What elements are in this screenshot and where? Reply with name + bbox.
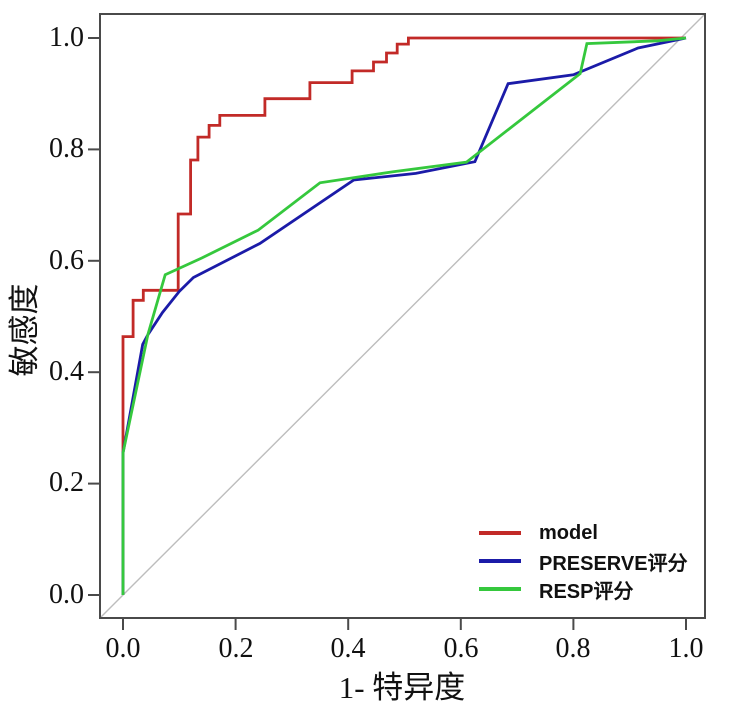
- roc-curve-preserve: [121, 36, 687, 595]
- y-tick-label-0.4: 0.4: [49, 356, 84, 387]
- y-tick-label-1.0: 1.0: [49, 22, 84, 53]
- y-tick-label-0.8: 0.8: [49, 133, 84, 164]
- plot-frame: [99, 13, 706, 619]
- x-axis-title: 1- 特异度: [338, 670, 466, 705]
- legend-line-model-icon: [479, 531, 521, 535]
- legend-item-model: model: [479, 519, 688, 547]
- x-tick-label-0.0: 0.0: [105, 633, 141, 664]
- x-tick-label-0.2: 0.2: [218, 633, 254, 664]
- legend-label-preserve: PRESERVE评分: [539, 552, 688, 575]
- legend-item-resp: RESP评分: [479, 575, 688, 603]
- legend-label-resp: RESP评分: [539, 580, 634, 603]
- legend-line-resp-icon: [479, 587, 521, 591]
- y-tick-label-0.2: 0.2: [49, 467, 84, 498]
- x-tick-label-0.6: 0.6: [443, 633, 479, 664]
- legend-line-preserve-icon: [479, 559, 521, 563]
- roc-curve-model: [121, 36, 686, 595]
- roc-curve-resp: [121, 36, 687, 595]
- y-tick-label-0.0: 0.0: [49, 579, 84, 610]
- y-tick-label-0.6: 0.6: [49, 245, 84, 276]
- x-tick-label-0.4: 0.4: [330, 633, 366, 664]
- x-tick-label-0.8: 0.8: [555, 633, 591, 664]
- x-tick-label-1.0: 1.0: [668, 633, 704, 664]
- legend: model PRESERVE评分 RESP评分: [479, 519, 688, 603]
- y-axis-title: 敏感度: [7, 283, 42, 377]
- diagonal-reference-line: [99, 13, 706, 619]
- legend-item-preserve: PRESERVE评分: [479, 547, 688, 575]
- legend-label-model: model: [539, 521, 598, 544]
